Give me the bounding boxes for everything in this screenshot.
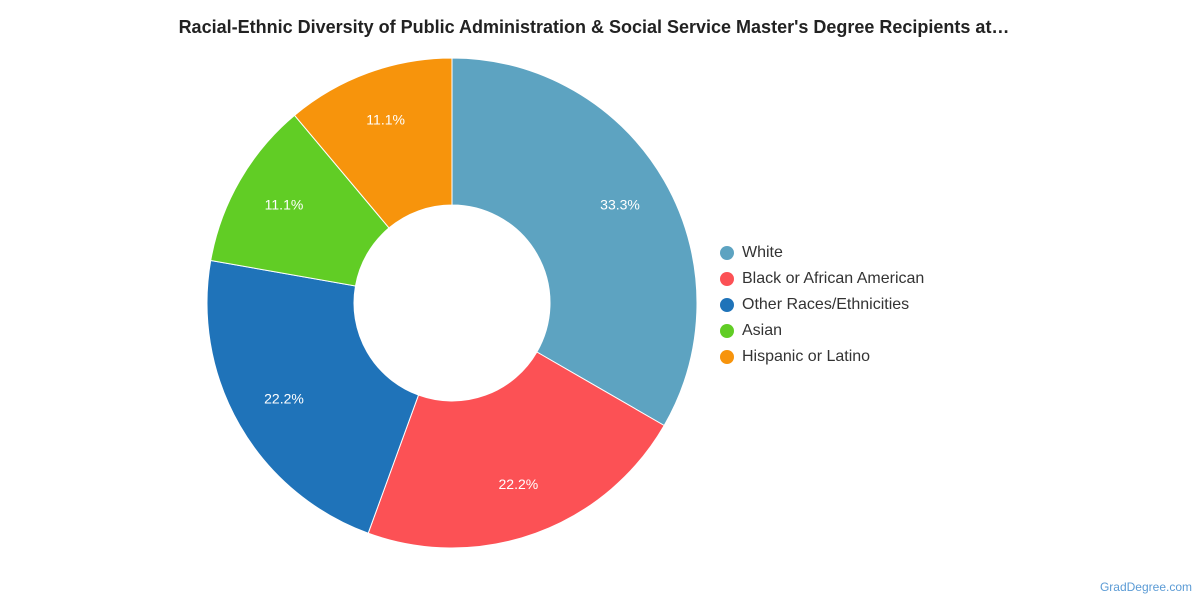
slice-white[interactable] bbox=[451, 57, 698, 427]
slice-label-hispanic-or-latino: 11.1% bbox=[366, 111, 405, 127]
legend-label: Hispanic or Latino bbox=[742, 348, 871, 365]
slice-label-asian: 11.1% bbox=[265, 197, 304, 213]
legend-item-white[interactable]: White bbox=[720, 240, 924, 266]
legend: White Black or African American Other Race… bbox=[720, 240, 924, 370]
slice-label-other-races-ethnicities: 22.2% bbox=[264, 391, 304, 407]
legend-swatch bbox=[720, 272, 734, 286]
legend-label: White bbox=[742, 244, 783, 261]
slices-group bbox=[206, 57, 698, 549]
legend-label: Black or African American bbox=[742, 270, 925, 287]
legend-item-asian[interactable]: Asian bbox=[720, 318, 924, 344]
legend-swatch bbox=[720, 298, 734, 312]
credit-link[interactable]: GradDegree.com bbox=[1099, 580, 1192, 594]
legend-swatch bbox=[720, 246, 734, 260]
legend-label: Other Races/Ethnicities bbox=[742, 296, 910, 313]
slice-labels-group: 33.3% 22.2% 22.2% 11.1% 11.1% bbox=[264, 111, 640, 492]
slice-label-white: 33.3% bbox=[600, 197, 640, 213]
slice-label-black-or-african-american: 22.2% bbox=[499, 476, 539, 492]
chart-title: Racial-Ethnic Diversity of Public Admini… bbox=[178, 17, 1010, 37]
slice-hispanic-or-latino[interactable] bbox=[293, 57, 453, 229]
slice-asian[interactable] bbox=[210, 114, 390, 287]
slice-other-races-ethnicities[interactable] bbox=[206, 259, 420, 534]
legend-swatch bbox=[720, 324, 734, 338]
legend-label: Asian bbox=[742, 322, 783, 339]
legend-item-hispanic-or-latino[interactable]: Hispanic or Latino bbox=[720, 344, 924, 370]
legend-item-other-races-ethnicities[interactable]: Other Races/Ethnicities bbox=[720, 292, 924, 318]
legend-item-black-or-african-american[interactable]: Black or African American bbox=[720, 266, 924, 292]
slice-black-or-african-american[interactable] bbox=[367, 351, 665, 549]
legend-swatch bbox=[720, 350, 734, 364]
